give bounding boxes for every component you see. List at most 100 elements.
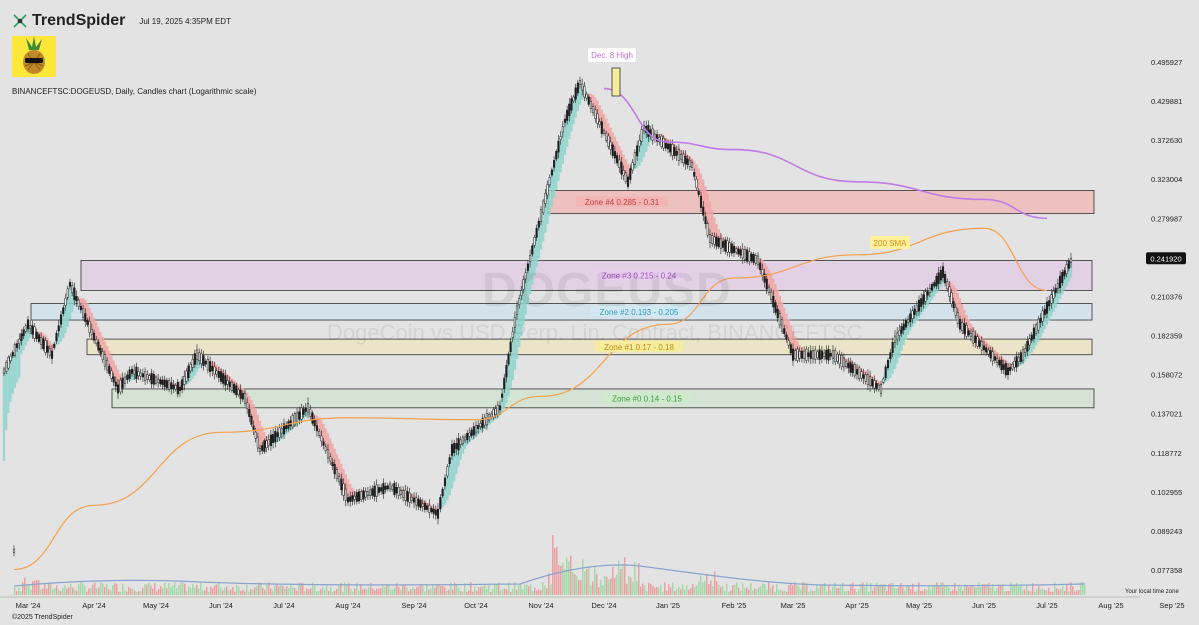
volume-bar [708, 584, 710, 595]
candle-body [258, 448, 262, 452]
volume-bar [1054, 582, 1056, 595]
candle-body [298, 411, 301, 420]
candle-body [1045, 301, 1049, 314]
candle-body [222, 373, 225, 384]
candle-body [629, 168, 632, 180]
candle-body [176, 382, 179, 395]
volume-bar [1080, 582, 1082, 595]
volume-bar [788, 585, 790, 595]
volume-bar [116, 583, 118, 595]
candle-body [911, 310, 914, 319]
volume-bar [160, 585, 162, 595]
current-price-badge [1146, 252, 1186, 265]
volume-bar [20, 591, 22, 595]
candle-body [335, 469, 338, 480]
volume-bar [354, 588, 356, 595]
candle-body [576, 82, 579, 94]
volume-bar [394, 587, 396, 595]
volume-bar [390, 589, 392, 595]
candle-body [553, 160, 556, 168]
volume-bar [826, 591, 828, 595]
candle-body [656, 134, 659, 142]
volume-bar [564, 568, 566, 595]
candle-body [682, 153, 685, 164]
candle-body [741, 248, 744, 259]
volume-bar [136, 591, 138, 595]
candle-body [673, 147, 676, 157]
candle-body [803, 350, 806, 359]
volume-bar [36, 579, 38, 595]
volume-bar [70, 583, 72, 595]
volume-bar [746, 587, 748, 595]
candle-body [948, 286, 951, 297]
candle-body [941, 266, 945, 278]
volume-bar [1056, 588, 1058, 595]
volume-bar [484, 585, 486, 595]
volume-bar [670, 587, 672, 595]
volume-bar [704, 580, 706, 595]
volume-bar [444, 587, 446, 595]
candle-body [767, 286, 770, 293]
volume-bar [1004, 591, 1006, 595]
volume-bar [688, 589, 690, 595]
candle-body [708, 234, 712, 243]
volume-bar [514, 582, 516, 595]
volume-bar [144, 584, 146, 595]
volume-bar [966, 585, 968, 595]
volume-bar [542, 582, 544, 595]
candle-body [13, 344, 16, 356]
candle-body [351, 495, 354, 502]
volume-bar [280, 584, 282, 595]
candle-body [1030, 334, 1033, 341]
candle-body [209, 361, 212, 372]
candle-body [170, 382, 173, 390]
axes-layer: 0.495927 0.429881 0.372630 0.323004 0.279987… [0, 58, 1186, 610]
candle-body [373, 485, 376, 497]
x-tick-label: Mar '24 [16, 601, 41, 610]
candle-body [35, 331, 38, 340]
volume-bar [432, 585, 434, 595]
volume-bar [152, 588, 154, 595]
current-price-label: 0.241920 [1150, 254, 1181, 263]
volume-bar [222, 590, 224, 595]
candle-body [97, 341, 100, 351]
candle-body [11, 352, 14, 357]
candle-body [818, 349, 821, 360]
volume-bar [592, 581, 594, 595]
volume-bar [570, 555, 572, 595]
volume-bar [22, 581, 24, 595]
candle-body [20, 333, 23, 341]
volume-bar [926, 590, 928, 595]
volume-bar [342, 591, 344, 595]
volume-bar [690, 588, 692, 595]
volume-bar [500, 590, 502, 595]
volume-bar [458, 588, 460, 595]
candle-body [922, 294, 925, 305]
volume-bar [456, 584, 458, 595]
candle-body [620, 162, 623, 175]
volume-bar [982, 584, 984, 595]
volume-bar [102, 583, 104, 595]
candle-body [309, 409, 312, 417]
x-tick-label: Jan '25 [656, 601, 680, 610]
volume-bar [416, 587, 418, 595]
volume-bar [718, 584, 720, 595]
volume-bar [224, 587, 226, 595]
candle-body [12, 548, 16, 553]
volume-bar [784, 590, 786, 595]
volume-bar [460, 591, 462, 595]
candle-body [349, 496, 352, 502]
volume-bar [42, 588, 44, 595]
candle-body [693, 172, 696, 177]
volume-bar [892, 582, 894, 595]
candle-body [128, 369, 131, 379]
volume-bar [454, 582, 456, 595]
candle-body [474, 425, 478, 433]
volume-bar [602, 585, 604, 595]
volume-bar [1040, 589, 1042, 595]
volume-bar [1074, 591, 1076, 595]
volume-bar [340, 583, 342, 595]
candle-body [7, 357, 10, 369]
volume-bar [192, 584, 194, 595]
